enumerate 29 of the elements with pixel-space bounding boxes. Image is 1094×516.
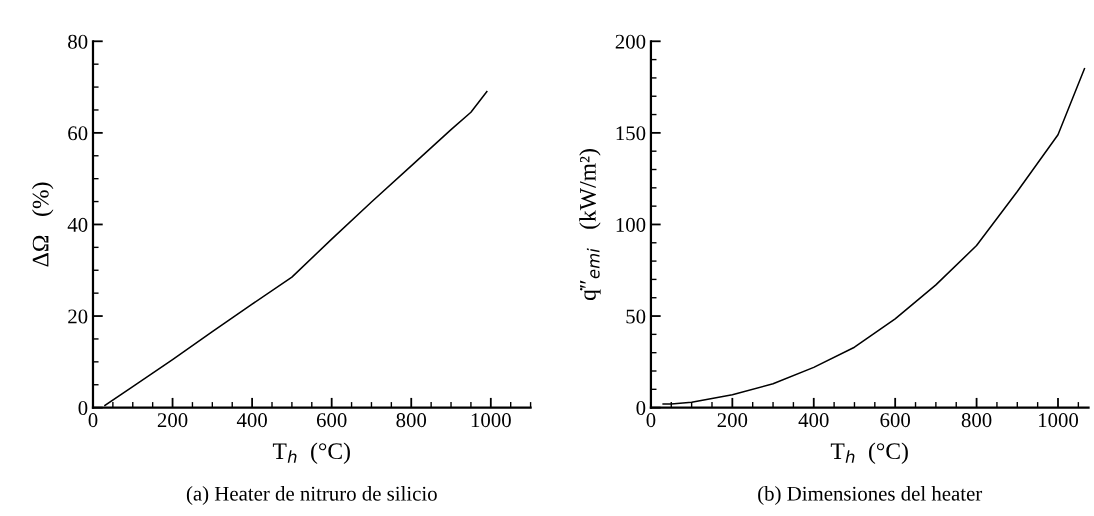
x-tick-label: 0 [646,413,656,428]
x-tick-label: 1000 [471,413,511,428]
x-tick-label: 400 [798,413,829,428]
line-series [662,67,1086,405]
y-tick-label: 200 [615,34,646,49]
text: (b) Dimensiones del heater [758,486,983,505]
y-tick-label: 0 [78,401,88,416]
x-tick-label: 600 [316,413,347,428]
x-tick-label: 800 [396,413,427,428]
y-axis-title: q̇″$_{emi}$ (kW/m²) [579,149,601,301]
y-tick-label: 40 [67,217,88,232]
x-tick-label: 0 [88,413,98,428]
y-tick-label: 0 [636,401,646,416]
y-tick-label: 50 [626,309,646,324]
x-axis-title: T$_{h}$ (°C) [830,442,908,464]
y-tick-label: 80 [68,34,88,49]
y-tick-label: 20 [68,309,88,324]
x-tick-label: 200 [717,413,748,428]
x-tick-label: 1000 [1039,413,1079,428]
x-tick-label: 800 [961,413,992,428]
x-axis-title: T$_{h}$ (°C) [272,442,350,464]
x-tick-label: 600 [880,413,910,428]
x-tick-label: 200 [157,413,188,428]
y-tick-label: 60 [68,126,88,141]
y-tick-label: 100 [616,217,646,232]
y-tick-label: 150 [616,126,646,141]
x-tick-label: 400 [236,413,267,428]
y-axis-title: ΔΩ (%) [31,182,54,267]
text: (a) Heater de nitruro de silicio [186,486,437,505]
